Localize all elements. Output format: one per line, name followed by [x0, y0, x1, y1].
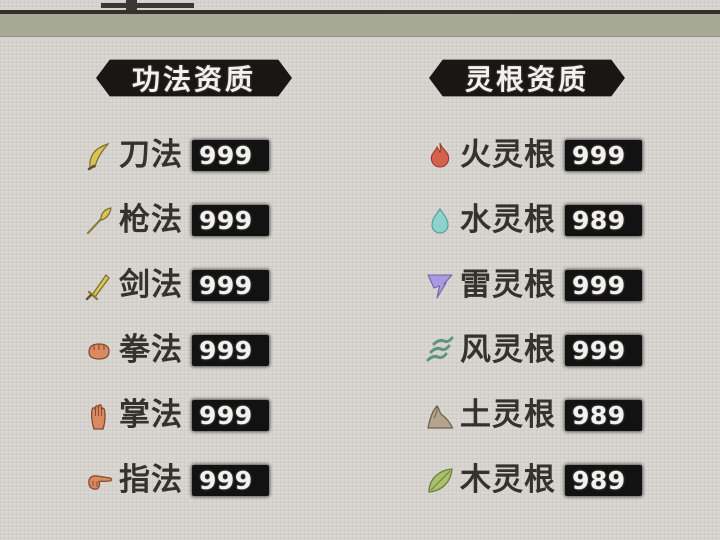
clipped-character-decoration — [101, 0, 196, 14]
aptitude-label: 枪法 — [119, 202, 183, 238]
earth-icon — [425, 401, 455, 431]
aptitude-row-water: 水灵根 989 — [425, 188, 642, 253]
aptitude-row-fire: 火灵根 999 — [425, 123, 642, 188]
spear-icon — [84, 206, 114, 236]
wood-icon — [425, 466, 455, 496]
aptitude-row-palm: 掌法 999 — [84, 383, 304, 448]
wind-icon — [425, 336, 455, 366]
aptitude-label: 指法 — [119, 462, 183, 498]
blade-icon — [84, 141, 114, 171]
aptitude-row-finger: 指法 999 — [84, 448, 304, 513]
aptitude-row-wood: 木灵根 989 — [425, 448, 642, 513]
aptitude-label: 雷灵根 — [460, 267, 556, 303]
aptitude-label: 土灵根 — [460, 397, 556, 433]
palm-icon — [84, 401, 114, 431]
aptitude-value-badge: 999 — [192, 270, 269, 301]
aptitude-value-badge: 989 — [565, 400, 642, 431]
top-band — [0, 14, 720, 37]
aptitude-label: 风灵根 — [460, 332, 556, 368]
aptitude-label: 拳法 — [119, 332, 183, 368]
fist-icon — [84, 336, 114, 366]
aptitude-value-badge: 999 — [192, 335, 269, 366]
aptitude-value-badge: 999 — [192, 140, 269, 171]
fire-icon — [425, 141, 455, 171]
aptitude-label: 掌法 — [119, 397, 183, 433]
finger-icon — [84, 466, 114, 496]
aptitude-value-badge: 999 — [565, 335, 642, 366]
lightning-icon — [425, 271, 455, 301]
aptitude-label: 水灵根 — [460, 202, 556, 238]
aptitude-value-badge: 999 — [565, 270, 642, 301]
spirit-root-aptitude-section: 灵根资质 火灵根 999 水灵根 989 — [412, 58, 642, 513]
aptitude-value-badge: 999 — [192, 400, 269, 431]
aptitude-row-blade: 刀法 999 — [84, 123, 304, 188]
aptitude-label: 刀法 — [119, 137, 183, 173]
aptitude-value-badge: 999 — [565, 140, 642, 171]
sword-icon — [84, 271, 114, 301]
aptitude-label: 木灵根 — [460, 462, 556, 498]
water-icon — [425, 206, 455, 236]
aptitude-row-fist: 拳法 999 — [84, 318, 304, 383]
aptitude-row-spear: 枪法 999 — [84, 188, 304, 253]
aptitude-value-badge: 999 — [192, 205, 269, 236]
aptitude-row-lightning: 雷灵根 999 — [425, 253, 642, 318]
technique-aptitude-header: 功法资质 — [96, 59, 292, 97]
aptitude-row-sword: 剑法 999 — [84, 253, 304, 318]
aptitude-value-badge: 989 — [565, 205, 642, 236]
aptitude-value-badge: 989 — [565, 465, 642, 496]
aptitude-row-earth: 土灵根 989 — [425, 383, 642, 448]
top-divider-line — [0, 10, 720, 14]
spirit-root-aptitude-header: 灵根资质 — [429, 59, 625, 97]
aptitude-label: 剑法 — [119, 267, 183, 303]
technique-aptitude-section: 功法资质 刀法 999 枪法 — [84, 58, 304, 513]
aptitude-value-badge: 999 — [192, 465, 269, 496]
aptitude-label: 火灵根 — [460, 137, 556, 173]
aptitude-row-wind: 风灵根 999 — [425, 318, 642, 383]
